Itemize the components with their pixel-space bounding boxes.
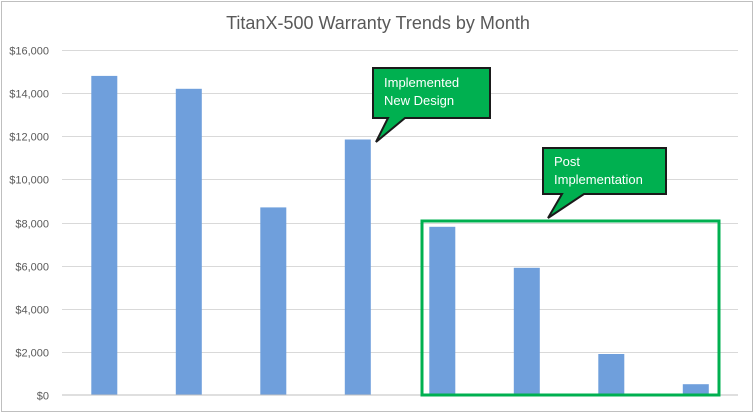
callout-line: Post xyxy=(554,154,580,169)
bar xyxy=(682,384,709,395)
bars xyxy=(91,75,709,396)
bar xyxy=(344,139,371,395)
y-axis-ticks: $0 $2,000 $4,000 $6,000 $8,000 $10,000 $12,000… xyxy=(9,46,49,403)
implemented-new-design-callout xyxy=(372,67,491,143)
y-tick-label: $4,000 xyxy=(15,305,49,317)
post-implementation-highlight-box xyxy=(420,219,721,397)
post-implementation-callout-text: Post Implementation xyxy=(554,154,643,187)
y-tick-label: $2,000 xyxy=(15,348,49,360)
y-tick-label: $6,000 xyxy=(15,262,49,274)
callout-line: Implemented xyxy=(384,75,459,90)
implemented-new-design-callout-text: Implemented New Design xyxy=(384,75,463,108)
bar xyxy=(513,267,540,395)
bar xyxy=(175,88,202,396)
y-tick-label: $8,000 xyxy=(15,219,49,231)
y-tick-label: $14,000 xyxy=(9,89,49,101)
post-implementation-callout xyxy=(542,147,667,219)
gridlines xyxy=(62,50,738,353)
y-tick-label: $10,000 xyxy=(9,175,49,187)
callout-line: Implementation xyxy=(554,172,643,187)
bar xyxy=(260,207,287,395)
callout-line: New Design xyxy=(384,93,454,108)
chart-title: TitanX-500 Warranty Trends by Month xyxy=(226,13,530,33)
bar xyxy=(598,354,625,395)
bar xyxy=(429,226,456,395)
bar xyxy=(91,75,118,396)
y-tick-label: $12,000 xyxy=(9,132,49,144)
y-tick-label: $0 xyxy=(37,391,49,403)
y-tick-label: $16,000 xyxy=(9,46,49,58)
